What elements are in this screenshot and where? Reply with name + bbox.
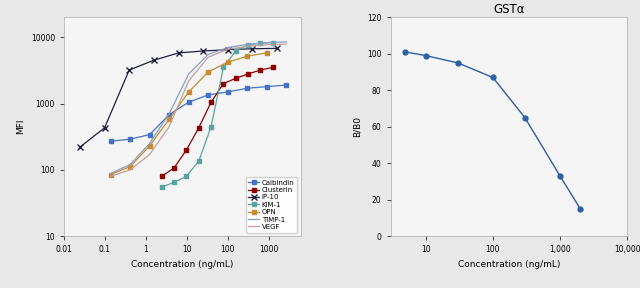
VEGF — [283, 42, 291, 46]
OPN — [126, 165, 134, 168]
Legend: Calbindin, Clusterin, IP-10, KIM-1, OPN, TIMP-1, VEGF: Calbindin, Clusterin, IP-10, KIM-1, OPN,… — [246, 177, 297, 233]
KIM-1 — [158, 185, 166, 189]
VEGF — [224, 48, 232, 51]
KIM-1 — [182, 175, 190, 178]
VEGF — [126, 168, 134, 172]
KIM-1 — [220, 66, 227, 69]
Clusterin — [244, 72, 252, 76]
Y-axis label: MFI: MFI — [16, 119, 25, 134]
Clusterin — [170, 166, 178, 170]
Title: GSTα: GSTα — [493, 3, 525, 16]
Line: VEGF: VEGF — [111, 44, 287, 176]
KIM-1 — [195, 160, 203, 163]
IP-10 — [76, 145, 84, 149]
KIM-1 — [269, 41, 276, 44]
Line: Clusterin: Clusterin — [160, 65, 275, 178]
X-axis label: Concentration (ng/mL): Concentration (ng/mL) — [131, 260, 234, 269]
OPN — [146, 144, 154, 147]
TIMP-1 — [224, 46, 232, 49]
IP-10 — [100, 126, 108, 130]
IP-10 — [248, 47, 256, 50]
TIMP-1 — [126, 163, 134, 166]
KIM-1 — [257, 41, 264, 45]
Calbindin — [126, 137, 134, 141]
Line: KIM-1: KIM-1 — [160, 41, 275, 189]
Calbindin — [243, 86, 251, 90]
Line: IP-10: IP-10 — [77, 46, 280, 150]
IP-10 — [175, 51, 182, 55]
OPN — [107, 173, 115, 176]
OPN — [224, 60, 232, 64]
Clusterin — [220, 82, 227, 85]
Line: TIMP-1: TIMP-1 — [111, 42, 287, 174]
Calbindin — [204, 93, 212, 97]
IP-10 — [199, 49, 207, 53]
Calbindin — [185, 101, 193, 104]
TIMP-1 — [107, 172, 115, 175]
OPN — [185, 90, 193, 94]
TIMP-1 — [283, 40, 291, 44]
Line: OPN: OPN — [108, 51, 269, 177]
VEGF — [243, 45, 251, 48]
Clusterin — [182, 148, 190, 151]
IP-10 — [125, 68, 133, 72]
OPN — [165, 118, 173, 121]
KIM-1 — [244, 43, 252, 46]
Clusterin — [195, 126, 203, 130]
Calbindin — [165, 113, 173, 116]
TIMP-1 — [263, 41, 271, 44]
X-axis label: Concentration (ng/mL): Concentration (ng/mL) — [458, 260, 560, 269]
Calbindin — [146, 133, 154, 136]
VEGF — [185, 79, 193, 83]
VEGF — [204, 56, 212, 59]
Line: Calbindin: Calbindin — [108, 83, 289, 143]
Clusterin — [232, 77, 239, 80]
Calbindin — [224, 90, 232, 94]
TIMP-1 — [204, 53, 212, 56]
Calbindin — [283, 83, 291, 87]
OPN — [243, 54, 251, 58]
OPN — [204, 70, 212, 74]
TIMP-1 — [165, 112, 173, 115]
VEGF — [146, 153, 154, 156]
Clusterin — [158, 175, 166, 178]
VEGF — [107, 175, 115, 178]
Calbindin — [263, 85, 271, 88]
VEGF — [263, 43, 271, 46]
IP-10 — [150, 58, 157, 62]
IP-10 — [273, 47, 281, 50]
Clusterin — [207, 101, 215, 104]
KIM-1 — [170, 181, 178, 184]
Clusterin — [269, 66, 276, 69]
OPN — [263, 51, 271, 55]
KIM-1 — [207, 125, 215, 128]
Clusterin — [257, 68, 264, 72]
Calbindin — [107, 139, 115, 143]
TIMP-1 — [185, 72, 193, 76]
TIMP-1 — [146, 142, 154, 145]
Y-axis label: B/B0: B/B0 — [353, 116, 362, 137]
VEGF — [165, 125, 173, 128]
KIM-1 — [232, 49, 239, 53]
IP-10 — [224, 48, 232, 51]
TIMP-1 — [243, 43, 251, 46]
